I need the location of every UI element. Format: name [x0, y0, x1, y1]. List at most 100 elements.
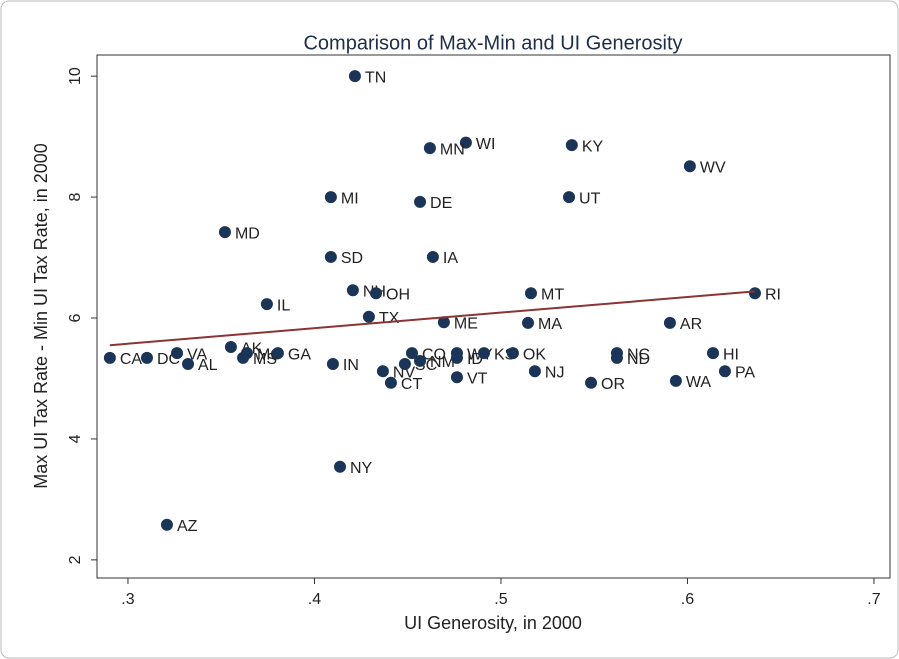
point — [522, 316, 535, 329]
point — [346, 284, 359, 297]
point — [103, 351, 116, 364]
point — [326, 357, 339, 370]
point-label: ND — [627, 351, 650, 368]
point — [324, 191, 337, 204]
point — [528, 365, 541, 378]
point-label: IA — [443, 250, 458, 267]
point — [324, 250, 337, 263]
point — [524, 287, 537, 300]
point — [707, 347, 720, 360]
point — [563, 191, 576, 204]
point — [663, 316, 676, 329]
point — [182, 357, 195, 370]
point — [398, 357, 411, 370]
point-label: CA — [120, 351, 143, 368]
point — [384, 376, 397, 389]
y-axis-title: Max UI Tax Rate - Min UI Tax Rate, in 20… — [31, 143, 51, 488]
point — [240, 347, 253, 360]
point-label: MD — [235, 225, 260, 242]
point — [477, 347, 490, 360]
point-label: OR — [601, 376, 625, 393]
point-label: PA — [735, 364, 755, 381]
point-label: WI — [476, 136, 496, 153]
x-tick-label: .6 — [681, 591, 694, 608]
y-tick-label: 2 — [67, 555, 84, 564]
point-label: VA — [187, 346, 207, 363]
point-label: OH — [386, 286, 410, 303]
point-label: NC — [627, 346, 650, 363]
point-label: TX — [379, 310, 400, 327]
point-label: KY — [582, 138, 604, 155]
point — [140, 351, 153, 364]
point — [414, 354, 427, 367]
x-tick-label: .4 — [308, 591, 321, 608]
point-label: MS — [253, 351, 277, 368]
x-tick-label: .3 — [121, 591, 134, 608]
y-tick-label: 8 — [67, 193, 84, 202]
point-label: AR — [680, 316, 702, 333]
point — [348, 70, 361, 83]
chart-title: Comparison of Max-Min and UI Generosity — [303, 32, 682, 54]
point-label: NJ — [545, 364, 565, 381]
point-label: WA — [686, 374, 712, 391]
point-label: UT — [579, 190, 601, 207]
point — [171, 347, 184, 360]
y-tick-label: 4 — [67, 434, 84, 443]
point — [370, 287, 383, 300]
point — [459, 136, 472, 149]
point — [565, 139, 578, 152]
point-label: MT — [541, 286, 564, 303]
point — [260, 298, 273, 311]
point — [718, 365, 731, 378]
point — [160, 518, 173, 531]
point — [376, 365, 389, 378]
point — [585, 376, 598, 389]
point-label: CO — [422, 346, 446, 363]
point-label: NM — [430, 354, 455, 371]
x-axis-title: UI Generosity, in 2000 — [404, 613, 582, 633]
point-label: MN — [440, 141, 465, 158]
point — [426, 250, 439, 263]
point-label: ME — [454, 315, 478, 332]
point — [610, 351, 623, 364]
point — [218, 226, 231, 239]
point — [450, 347, 463, 360]
point — [506, 347, 519, 360]
plot-area — [96, 54, 891, 579]
y-tick-label: 10 — [67, 67, 84, 85]
point-label: MI — [341, 190, 359, 207]
point-label: MA — [538, 316, 562, 333]
point — [362, 310, 375, 323]
point — [414, 195, 427, 208]
point-label: TN — [365, 69, 386, 86]
point-label: HI — [723, 346, 739, 363]
point-label: CT — [401, 376, 423, 393]
point-label: NV — [393, 364, 416, 381]
point-label: IN — [343, 357, 359, 374]
point — [437, 316, 450, 329]
x-tick-label: .7 — [867, 591, 880, 608]
point-label: AL — [198, 357, 218, 374]
point — [450, 371, 463, 384]
point-label: SD — [341, 250, 363, 267]
point-label: VT — [467, 370, 488, 387]
point — [669, 374, 682, 387]
point-label: GA — [288, 346, 311, 363]
point — [423, 142, 436, 155]
point-label: AZ — [177, 518, 198, 535]
point — [271, 347, 284, 360]
fit-line — [109, 290, 756, 347]
point-label: NY — [350, 460, 373, 477]
point-label: WV — [700, 159, 726, 176]
point — [405, 347, 418, 360]
point — [334, 460, 347, 473]
point-label: DE — [430, 195, 452, 212]
point — [683, 160, 696, 173]
point-label: IL — [277, 297, 290, 314]
point — [224, 341, 237, 354]
point — [748, 287, 761, 300]
y-tick-label: 6 — [67, 313, 84, 322]
point-label: OK — [523, 346, 546, 363]
point-label: RI — [765, 286, 781, 303]
